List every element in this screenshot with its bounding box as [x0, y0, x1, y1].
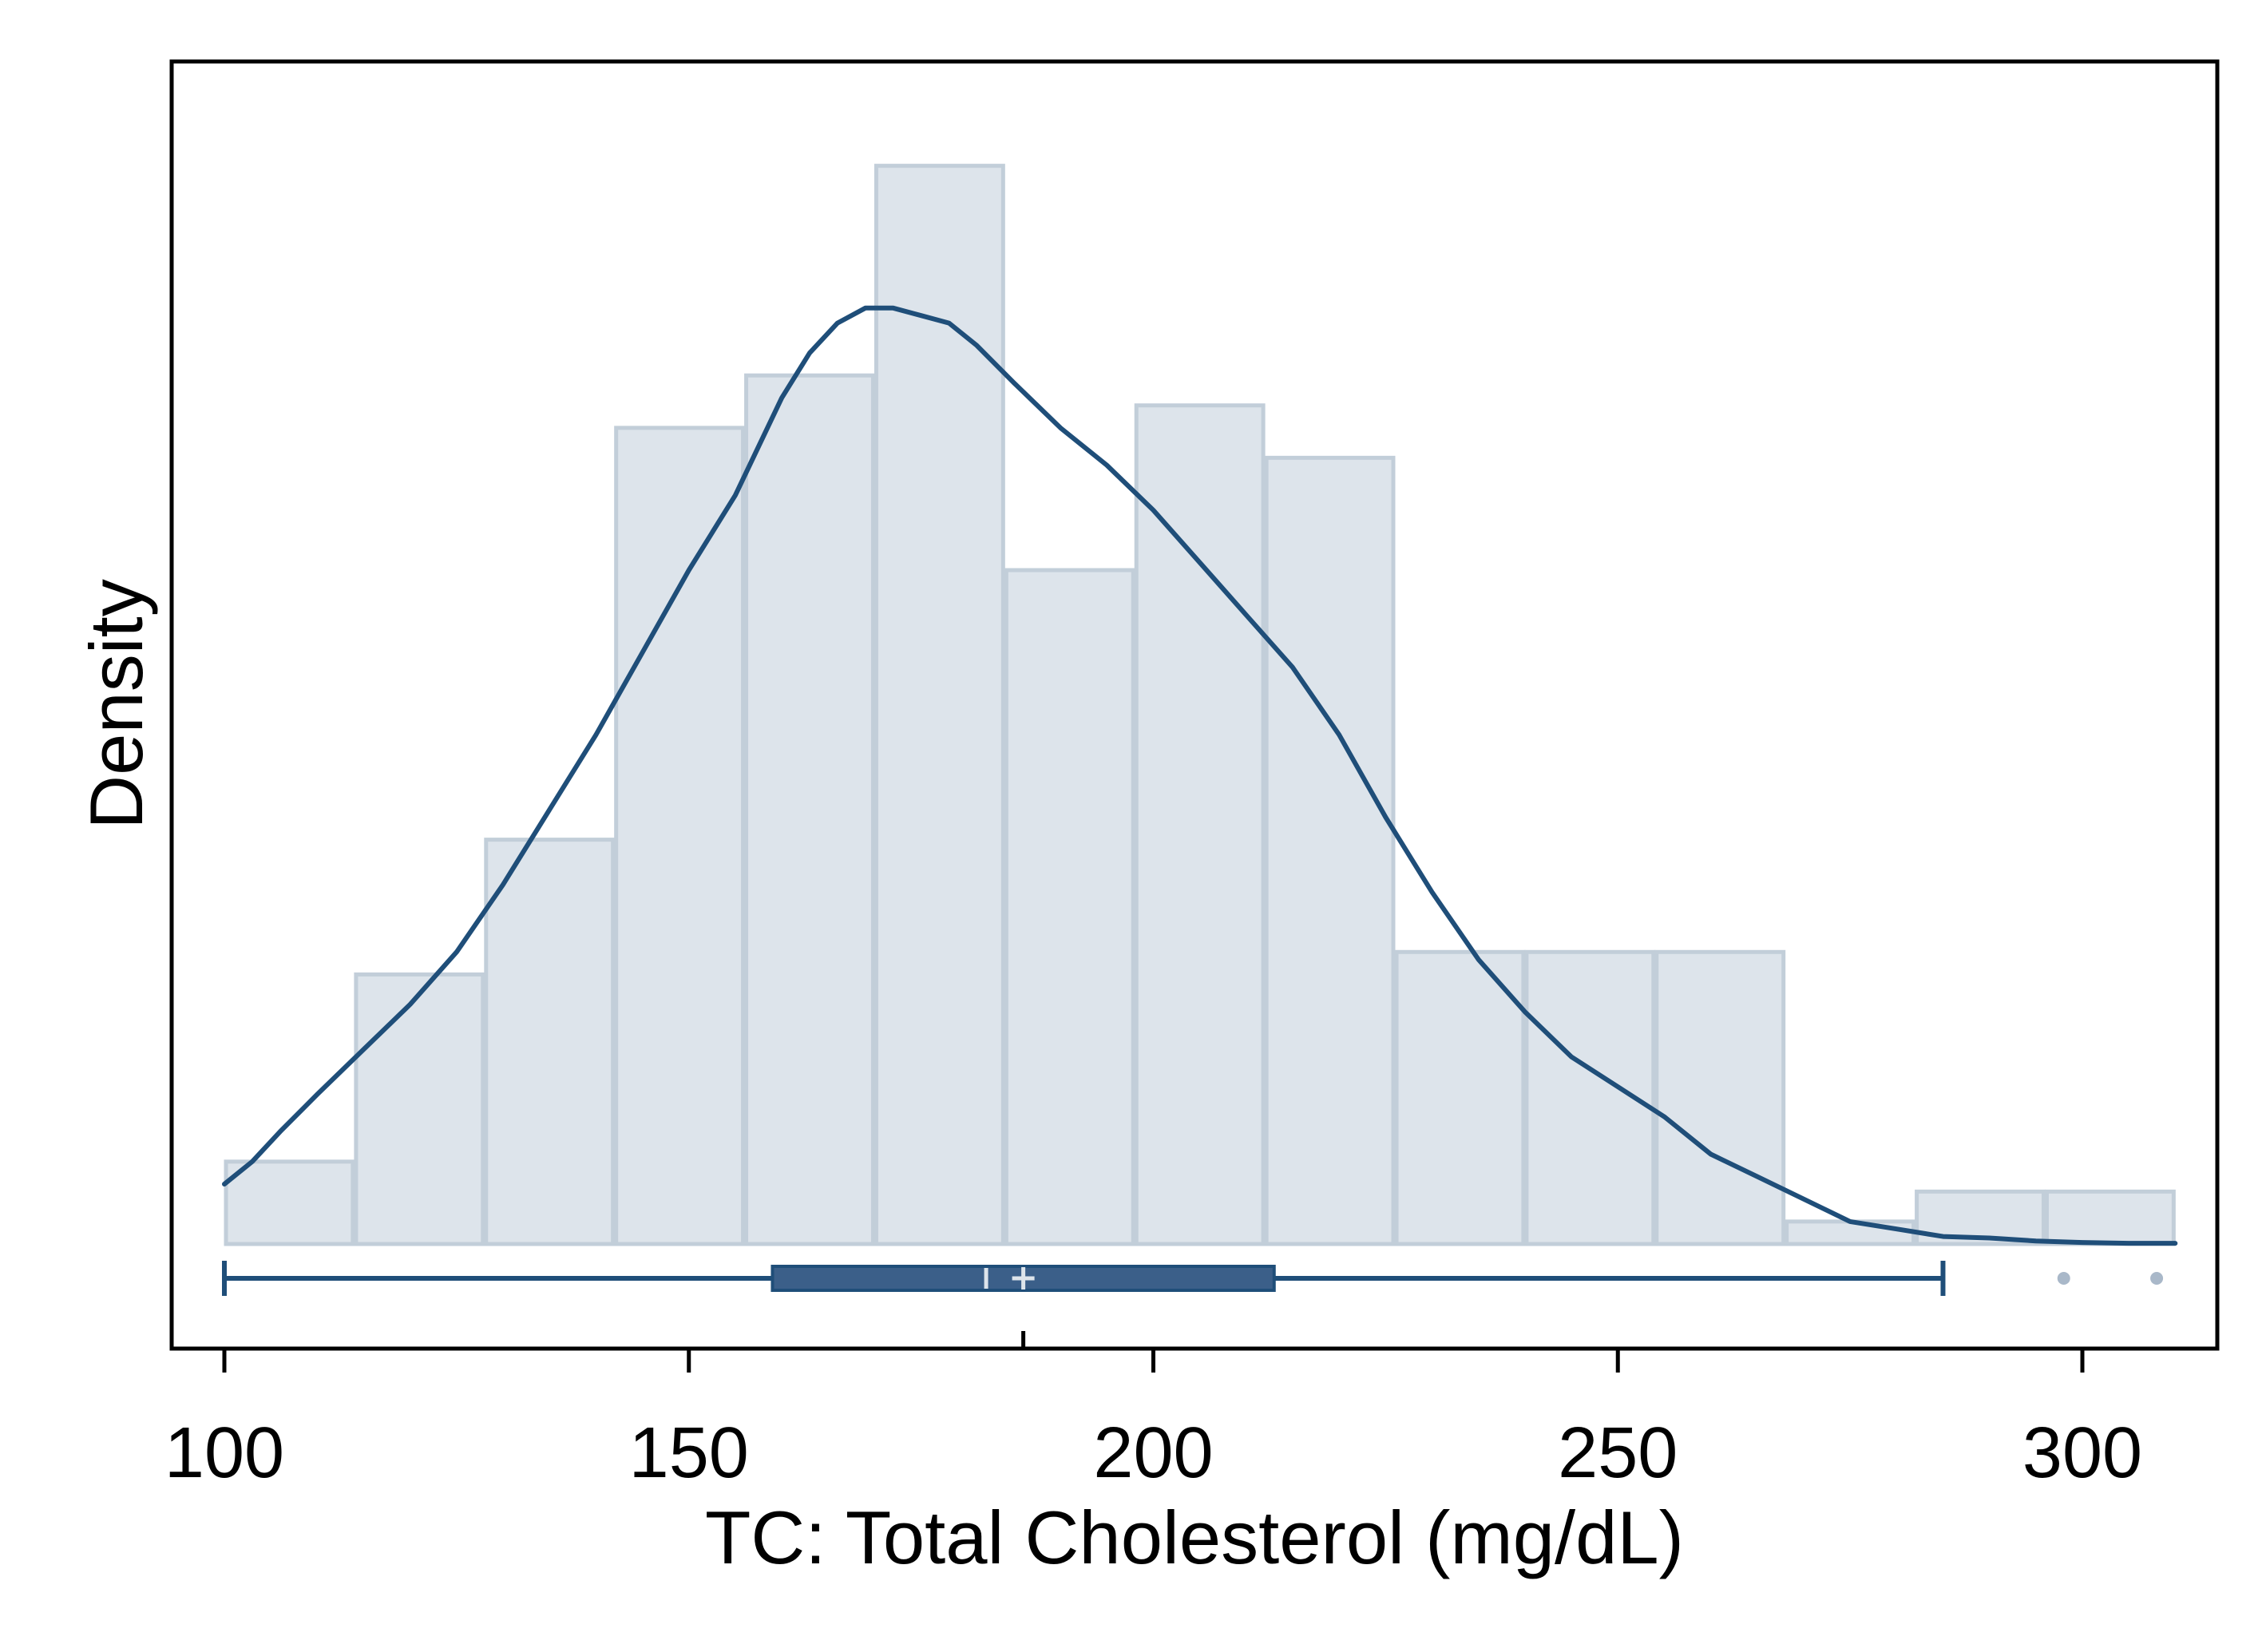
x-axis-title: TC: Total Cholesterol (mg/dL): [705, 1496, 1684, 1579]
histogram-bar: [1264, 455, 1396, 1246]
histogram-bar: [1915, 1189, 2046, 1246]
x-axis: 100 150 200 250 300: [164, 1331, 2142, 1493]
x-tick-label: 150: [629, 1413, 749, 1493]
histogram-bar: [354, 972, 485, 1246]
x-tick-label: 300: [2022, 1413, 2142, 1493]
histogram-bar: [1394, 949, 1526, 1246]
boxplot-outlier: [2150, 1272, 2164, 1285]
x-tick-label: 250: [1558, 1413, 1678, 1493]
y-axis-title: Density: [74, 579, 158, 829]
kde-density-line: [222, 305, 2178, 1246]
boxplot-layer: [222, 1261, 2164, 1296]
histogram-bar: [1654, 949, 1786, 1246]
histogram-bar: [1134, 403, 1266, 1246]
histogram-bar: [484, 838, 616, 1246]
histogram-bar: [224, 1159, 355, 1246]
histogram-bar: [744, 373, 875, 1246]
histogram-bar: [614, 426, 746, 1246]
bars-layer: [224, 164, 2176, 1246]
boxplot-outlier: [2057, 1272, 2070, 1285]
kde-layer: [222, 305, 2178, 1246]
histogram-bar: [2044, 1189, 2176, 1246]
histogram-bar: [1004, 568, 1135, 1246]
x-tick-label: 200: [1093, 1413, 1213, 1493]
histogram-bar: [1785, 1219, 1916, 1246]
histogram-bar: [874, 164, 1005, 1246]
x-tick-label: 100: [164, 1413, 284, 1493]
